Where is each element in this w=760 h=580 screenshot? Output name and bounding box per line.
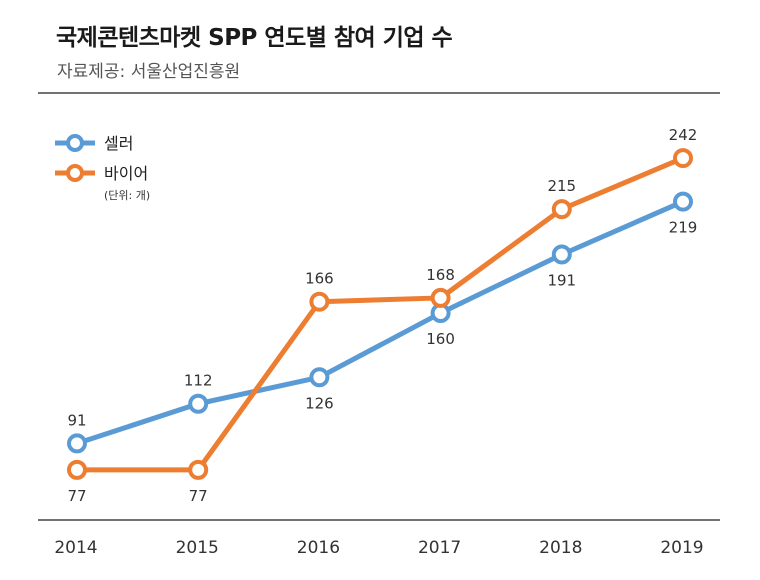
seller-data-label-2016: 126	[305, 394, 334, 412]
buyer-point-2014	[67, 459, 87, 480]
seller-line	[74, 199, 686, 446]
buyer-point-2017	[430, 287, 451, 308]
seller-point-2018	[551, 244, 572, 265]
buyer-line	[74, 155, 686, 473]
series-layer: 91 112 126 160 191 219 77 77 166 168 215 242	[67, 126, 697, 505]
legend-item-buyer: 바이어	[55, 164, 148, 183]
legend-buyer-label: 바이어	[104, 164, 148, 183]
legend-item-seller: 셀러	[55, 134, 133, 153]
seller-data-label-2019: 219	[669, 219, 698, 237]
unit-label: (단위: 개)	[104, 189, 150, 202]
seller-data-label-2014: 91	[67, 411, 86, 429]
chart-title: 국제콘텐츠마켓 SPP 연도별 참여 기업 수	[56, 25, 453, 51]
legend-seller-marker	[66, 134, 84, 152]
x-tick-label-2015: 2015	[176, 538, 219, 558]
buyer-data-label-2016: 166	[305, 270, 334, 288]
legend-buyer-marker	[66, 164, 84, 182]
buyer-data-label-2015: 77	[189, 487, 208, 505]
legend: 셀러 바이어 (단위: 개)	[55, 134, 150, 202]
x-tick-label-2019: 2019	[660, 538, 703, 558]
seller-data-label-2017: 160	[426, 330, 455, 348]
seller-point-2016	[309, 367, 330, 388]
x-tick-label-2014: 2014	[54, 538, 97, 558]
buyer-point-2015	[188, 459, 209, 480]
x-tick-label-2018: 2018	[539, 538, 582, 558]
seller-series: 91 112 126 160 191 219	[67, 191, 698, 454]
x-tick-labels: 2014 2015 2016 2017 2018 2019	[54, 538, 703, 558]
seller-data-label-2018: 191	[547, 271, 576, 289]
x-tick-label-2017: 2017	[418, 538, 461, 558]
buyer-point-2018	[551, 199, 572, 220]
buyer-point-2019	[673, 148, 693, 169]
seller-point-2019	[673, 191, 693, 212]
legend-seller-label: 셀러	[104, 134, 133, 153]
buyer-data-label-2014: 77	[67, 487, 86, 505]
x-tick-label-2016: 2016	[297, 538, 340, 558]
seller-point-2014	[67, 433, 87, 454]
buyer-series: 77 77 166 168 215 242	[67, 126, 697, 505]
seller-data-label-2015: 112	[184, 372, 213, 390]
buyer-data-label-2017: 168	[426, 266, 455, 284]
buyer-point-2016	[309, 291, 330, 312]
chart-source: 자료제공: 서울산업진흥원	[57, 62, 241, 82]
seller-point-2015	[188, 393, 209, 414]
buyer-data-label-2019: 242	[669, 126, 698, 144]
buyer-data-label-2018: 215	[547, 177, 576, 195]
